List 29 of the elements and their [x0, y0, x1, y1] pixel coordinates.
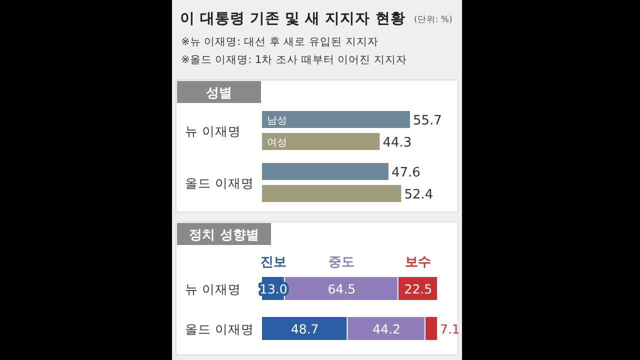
data-label: 44.3 [382, 136, 412, 150]
data-label: 22.5 [404, 282, 432, 296]
text: ※올드 이재명: 1차 조사 때부터 이어진 지지자 [181, 54, 408, 66]
data-label: 7.1 [440, 322, 460, 336]
series-label: 진보 [260, 255, 286, 270]
y-tick-label: 올드 이재명 [185, 176, 254, 190]
bar [262, 133, 380, 150]
series-label: 여성 [267, 138, 287, 148]
data-label: 55.7 [413, 114, 442, 128]
chart-subtitle: 성별 [206, 86, 232, 101]
chart-title: 이 대통령 기존 및 새 지지자 현황 [180, 11, 406, 27]
y-tick-label: 뉴 이재명 [185, 282, 241, 296]
chart-subtitle: 정치 성향별 [189, 228, 259, 243]
y-tick-label: 뉴 이재명 [185, 124, 241, 138]
data-label: 44.2 [372, 322, 401, 336]
series-label: 보수 [405, 255, 432, 270]
series-label: 남성 [267, 116, 287, 126]
text: ※뉴 이재명: 대선 후 새로 유입된 지지자 [181, 36, 378, 48]
series-label: 중도 [328, 255, 355, 270]
data-label: 64.5 [328, 282, 356, 296]
y-tick-label: 올드 이재명 [185, 322, 254, 336]
bar [262, 111, 410, 128]
bar [262, 185, 402, 202]
bar [426, 317, 437, 340]
data-label: 47.6 [391, 166, 420, 180]
data-label: 48.7 [290, 322, 319, 336]
bar [262, 163, 388, 180]
data-label: 52.4 [404, 188, 434, 202]
text: (단위: %) [414, 15, 452, 25]
